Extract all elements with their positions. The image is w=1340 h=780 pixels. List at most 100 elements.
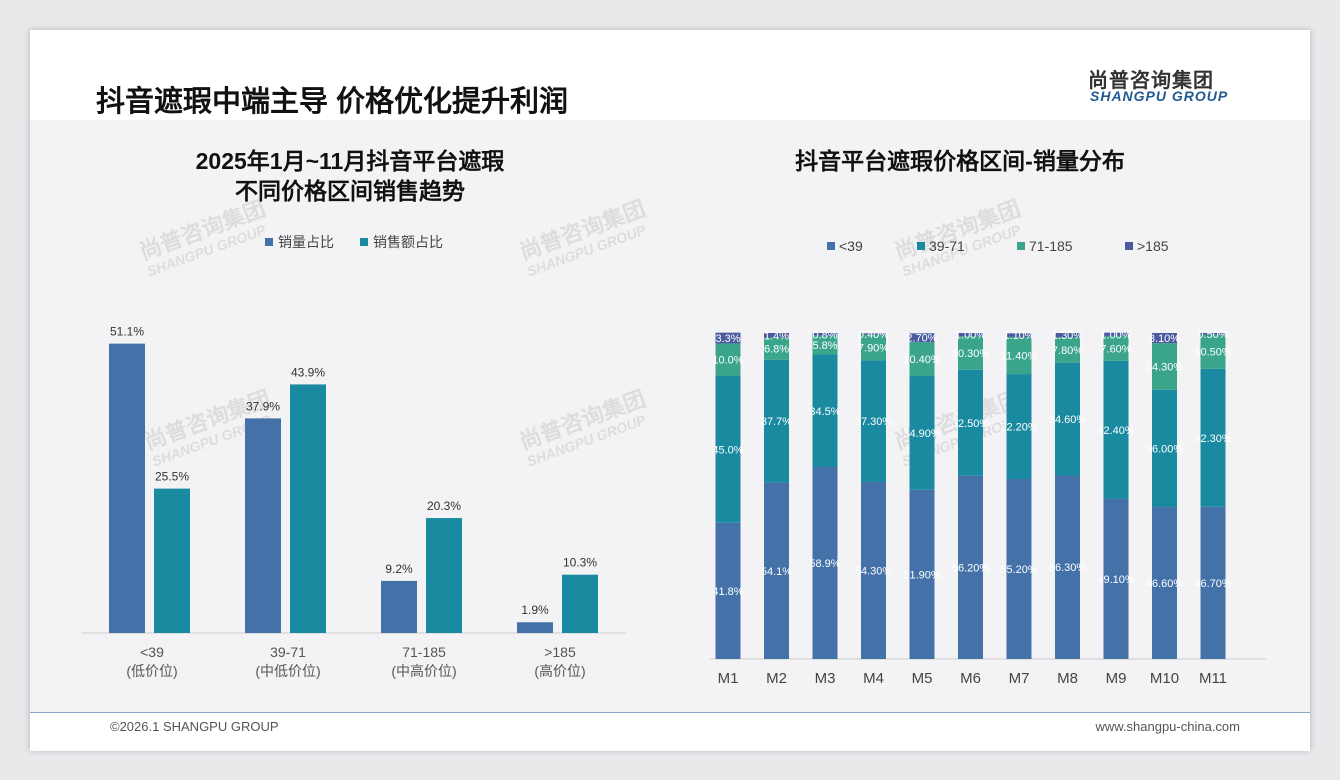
data-label: 1.30% xyxy=(1052,330,1083,342)
logo-text-cn: 尚普咨询集团 xyxy=(1088,70,1214,92)
bar-segment xyxy=(1055,362,1080,476)
legend-swatch xyxy=(360,238,368,246)
x-tick-label: M4 xyxy=(863,670,884,687)
x-tick-label: M5 xyxy=(912,670,933,687)
header: 抖音遮瑕中端主导 价格优化提升利润 尚普咨询集团 SHANGPU GROUP xyxy=(30,30,1310,120)
x-tick-label: 39-71 xyxy=(270,644,306,660)
bar-segment xyxy=(1152,333,1177,344)
bar-segment xyxy=(958,333,983,337)
data-label: 10.0% xyxy=(712,355,743,367)
bar-segment xyxy=(1152,343,1177,390)
data-label: 36.00% xyxy=(1146,443,1184,455)
x-tick-sublabel: (高价位) xyxy=(534,663,585,679)
data-label: 7.60% xyxy=(1100,343,1131,355)
bar-segment xyxy=(1006,336,1032,375)
data-label: 9.2% xyxy=(385,562,413,576)
legend-swatch xyxy=(1125,242,1133,250)
data-label: 10.40% xyxy=(903,354,941,366)
left-chart-title: 2025年1月~11月抖音平台遮瑕 不同价格区间销售趋势 xyxy=(90,146,610,206)
data-label: 34.5% xyxy=(809,406,840,418)
data-label: 1.10% xyxy=(1003,330,1034,342)
data-label: 7.80% xyxy=(1052,345,1083,357)
bar-segment xyxy=(1103,360,1129,499)
x-tick-sublabel: (中高价位) xyxy=(391,663,456,679)
x-tick-sublabel: (低价位) xyxy=(126,663,177,679)
copyright: ©2026.1 SHANGPU GROUP xyxy=(110,719,279,734)
bar xyxy=(381,580,417,633)
data-label: 54.1% xyxy=(761,566,792,578)
bar xyxy=(245,418,281,633)
bar-segment xyxy=(715,343,741,377)
data-label: 43.9% xyxy=(291,365,325,379)
data-label: 37.30% xyxy=(855,416,893,428)
data-label: 1.9% xyxy=(521,603,549,617)
x-tick-label: M8 xyxy=(1057,670,1078,687)
slide: 抖音遮瑕中端主导 价格优化提升利润 尚普咨询集团 SHANGPU GROUP 尚… xyxy=(30,30,1310,751)
left-chart: 销量占比 销售额占比 51.1% 25.5% <39 (低价位) 37.9% 43.9% 39-… xyxy=(82,234,626,679)
data-label: 0.8% xyxy=(812,329,837,341)
right-chart-title: 抖音平台遮瑕价格区间-销量分布 xyxy=(795,148,1125,174)
data-label: 1.00% xyxy=(955,330,986,342)
data-label: 56.30% xyxy=(1049,562,1087,574)
logo-text-en: SHANGPU GROUP xyxy=(1090,88,1229,104)
bar-segment xyxy=(1103,332,1129,336)
bar-segment xyxy=(1006,479,1032,659)
data-label: 32.50% xyxy=(952,418,990,430)
bar-segment xyxy=(812,333,838,336)
data-label: 42.30% xyxy=(1194,433,1232,445)
legend-label: 39-71 xyxy=(929,238,965,254)
data-label: 37.7% xyxy=(761,416,792,428)
data-label: 2.70% xyxy=(906,333,937,345)
data-label: 1.4% xyxy=(764,330,789,342)
data-label: 7.90% xyxy=(858,343,889,355)
data-label: 37.9% xyxy=(246,399,280,413)
bar-segment xyxy=(812,466,838,659)
x-tick-label: M6 xyxy=(960,670,981,687)
bar-segment xyxy=(764,337,789,360)
bar-segment xyxy=(909,489,935,659)
bar-segment xyxy=(861,334,886,361)
x-tick-sublabel: (中低价位) xyxy=(255,663,320,679)
x-tick-label: M11 xyxy=(1199,670,1227,687)
data-label: 51.1% xyxy=(110,325,144,339)
data-label: 11.40% xyxy=(1001,350,1038,362)
data-label: 25.5% xyxy=(155,470,189,484)
data-label: 0.50% xyxy=(1197,329,1228,341)
legend-label: <39 xyxy=(839,238,863,254)
footer: ©2026.1 SHANGPU GROUP www.shangpu-china.… xyxy=(30,712,1310,751)
x-tick-label: <39 xyxy=(140,644,164,660)
data-label: 3.3% xyxy=(715,333,740,345)
bar-segment xyxy=(958,369,983,476)
data-label: 0.40% xyxy=(858,329,889,341)
bar-segment xyxy=(1103,498,1129,659)
bar xyxy=(290,384,326,633)
bar-segment xyxy=(1055,475,1080,659)
bar-segment xyxy=(909,376,935,490)
bar-segment xyxy=(1200,506,1226,659)
bar-segment xyxy=(764,482,789,659)
data-label: 32.20% xyxy=(1000,422,1038,434)
legend-swatch xyxy=(1017,242,1025,250)
x-tick-label: >185 xyxy=(544,644,576,660)
data-label: 20.3% xyxy=(427,499,461,513)
website-link: www.shangpu-china.com xyxy=(1095,719,1240,734)
bar-segment xyxy=(715,332,741,344)
data-label: 46.60% xyxy=(1146,578,1184,590)
x-tick-label: M10 xyxy=(1150,670,1179,687)
data-label: 1.00% xyxy=(1100,329,1131,341)
data-label: 34.90% xyxy=(903,428,941,440)
legend-label: >185 xyxy=(1137,238,1169,254)
bar xyxy=(426,518,462,633)
data-label: 6.8% xyxy=(764,344,789,356)
title-line-2: 不同价格区间销售趋势 xyxy=(235,178,465,204)
bar-segment xyxy=(1006,374,1032,480)
data-label: 10.50% xyxy=(1194,347,1232,359)
bar xyxy=(562,574,598,633)
data-label: 3.10% xyxy=(1149,333,1180,345)
data-label: 45.0% xyxy=(712,444,743,456)
bar-segment xyxy=(1200,334,1226,369)
bar-segment xyxy=(1152,389,1177,508)
bar-segment xyxy=(764,333,789,338)
data-label: 10.30% xyxy=(952,348,990,360)
data-label: 34.60% xyxy=(1049,414,1087,426)
